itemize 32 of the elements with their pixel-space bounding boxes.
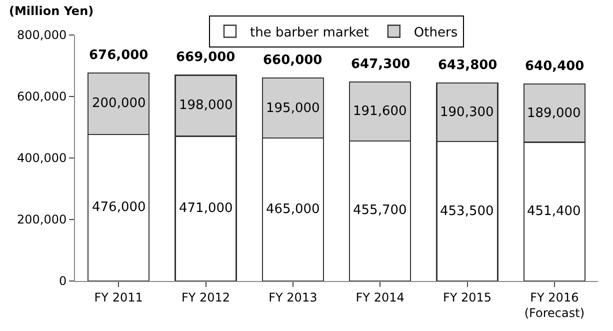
data-label: 191,600 xyxy=(353,104,407,119)
legend-label: the barber market xyxy=(250,25,369,40)
x-tick-label: FY 2011 xyxy=(94,290,143,304)
data-label: 451,400 xyxy=(527,204,581,219)
y-tick-label: 800,000 xyxy=(16,28,67,42)
total-label: 669,000 xyxy=(176,50,236,65)
total-label: 647,300 xyxy=(351,57,410,72)
total-label: 640,400 xyxy=(525,59,584,74)
data-label: 189,000 xyxy=(527,106,581,121)
data-label: 471,000 xyxy=(179,201,233,216)
y-tick-label: 0 xyxy=(58,274,67,288)
data-label: 190,300 xyxy=(440,105,494,120)
y-axis-title: (Million Yen) xyxy=(9,4,94,18)
total-label: 660,000 xyxy=(263,53,322,68)
data-label: 453,500 xyxy=(440,204,494,219)
total-label: 676,000 xyxy=(89,48,148,63)
x-tick-label: FY 2016 (Forecast) xyxy=(524,290,584,320)
x-tick-label: FY 2012 xyxy=(181,290,230,304)
y-tick-label: 400,000 xyxy=(16,151,67,166)
y-tick-label: 200,000 xyxy=(16,212,67,227)
x-tick-label: FY 2015 xyxy=(442,290,492,304)
data-label: 455,700 xyxy=(353,203,407,218)
data-label: 476,000 xyxy=(92,200,146,215)
data-label: 465,000 xyxy=(266,202,320,217)
x-tick-label: FY 2013 xyxy=(268,290,318,304)
total-label: 643,800 xyxy=(438,58,498,73)
data-label: 198,000 xyxy=(179,98,233,113)
data-label: 195,000 xyxy=(266,101,320,116)
legend-label: Others xyxy=(414,25,458,40)
x-tick-label: FY 2014 xyxy=(356,290,404,304)
y-tick-label: 600,000 xyxy=(16,90,67,104)
data-label: 200,000 xyxy=(92,96,146,111)
